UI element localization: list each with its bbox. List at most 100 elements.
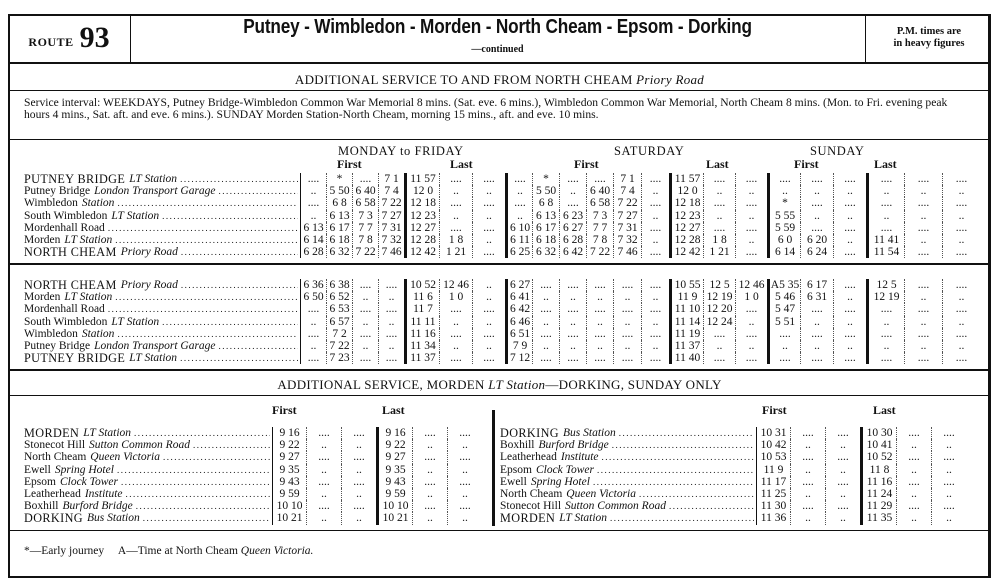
- time-cell: 10 52: [404, 279, 439, 292]
- time-cell: ....: [735, 327, 767, 340]
- dot-leader: [669, 500, 754, 512]
- time-cell: ....: [833, 352, 866, 365]
- stop-name-detail: Station: [81, 197, 115, 210]
- time-cell: ....: [613, 327, 641, 340]
- dot-leader: [610, 512, 754, 524]
- time-cell: ..: [300, 339, 326, 353]
- time-cell: 11 7: [404, 303, 439, 316]
- stop-name: PUTNEY BRIDGE LT Station: [24, 352, 300, 364]
- time-cell: ....: [866, 352, 904, 365]
- time-cell: ..: [735, 233, 767, 247]
- stop-name: Boxhill Burford Bridge: [500, 439, 756, 451]
- time-cell: ....: [825, 475, 860, 488]
- time-cell: ..: [866, 209, 904, 222]
- time-cell: 7 22: [352, 246, 378, 259]
- time-cell: 7 8: [352, 233, 378, 247]
- time-cell: ....: [439, 221, 472, 234]
- dot-leader: [115, 234, 298, 246]
- time-cell: ....: [703, 197, 735, 210]
- time-cell: ....: [833, 197, 866, 210]
- time-cell: ..: [896, 487, 931, 501]
- time-cell: ..: [896, 512, 931, 525]
- time-cell: ....: [447, 427, 482, 440]
- stop-name-main: MORDEN: [500, 512, 556, 525]
- stop-name-main: South Wimbledon: [24, 209, 108, 222]
- time-cell: 1 21: [439, 246, 472, 259]
- time-cell: ....: [735, 352, 767, 365]
- time-cell: 6 58: [352, 197, 378, 210]
- stop-name: Putney Bridge London Transport Garage: [24, 185, 300, 197]
- time-cell: ....: [559, 279, 586, 292]
- stop-name-detail: LT Station: [129, 173, 178, 185]
- stop-name-detail: London Transport Garage: [94, 339, 216, 352]
- stop-name-detail: LT Station: [559, 512, 608, 525]
- time-cell: ....: [800, 197, 833, 210]
- time-cell: 7 22: [586, 246, 613, 259]
- timetable-frame: [8, 14, 991, 578]
- time-cell: ..: [586, 291, 613, 304]
- time-cell: *: [532, 173, 559, 186]
- time-cell: ..: [586, 315, 613, 328]
- time-cell: ....: [412, 475, 447, 488]
- stop-name-detail: LT Station: [111, 209, 160, 222]
- time-cell: ....: [306, 475, 341, 488]
- time-cell: 1 8: [439, 233, 472, 247]
- route-label: ROUTE: [28, 34, 74, 49]
- stop-name-detail: Priory Road: [120, 279, 178, 291]
- dot-leader: [181, 246, 298, 258]
- time-cell: 9 35: [376, 463, 412, 476]
- stop-name-detail: Queen Victoria: [90, 451, 161, 464]
- time-cell: ....: [800, 352, 833, 365]
- time-cell: ..: [703, 185, 735, 198]
- dot-leader: [126, 488, 270, 500]
- stop-name: North Cheam Queen Victoria: [500, 488, 756, 500]
- time-cell: 11 54: [866, 246, 904, 259]
- time-cell: ....: [439, 327, 472, 340]
- time-cell: ..: [306, 512, 341, 525]
- stop-name-detail: Queen Victoria: [566, 487, 637, 500]
- time-cell: 1 0: [439, 291, 472, 304]
- time-cell: ....: [586, 303, 613, 316]
- time-cell: 6 57: [326, 315, 352, 328]
- time-cell: ....: [352, 279, 378, 292]
- time-cell: ....: [942, 246, 980, 259]
- time-cell: ..: [896, 439, 931, 452]
- footnote-early-journey: *—Early journey: [24, 545, 105, 557]
- time-cell: ....: [412, 451, 447, 464]
- time-cell: ....: [378, 303, 404, 316]
- time-cell: ..: [439, 339, 472, 353]
- time-cell: ....: [942, 197, 980, 210]
- time-cell: ....: [931, 427, 966, 440]
- continued-note: —continued: [471, 44, 524, 55]
- time-cell: ....: [532, 352, 559, 365]
- time-cell: ....: [904, 327, 942, 340]
- stop-name: DORKING Bus Station: [24, 512, 272, 524]
- time-cell: ....: [559, 173, 586, 186]
- time-cell: ..: [790, 439, 825, 452]
- time-cell: 6 42: [559, 246, 586, 259]
- stop-name: MORDEN LT Station: [500, 512, 756, 524]
- time-cell: A5 35: [767, 279, 800, 292]
- time-cell: ....: [472, 246, 505, 259]
- time-cell: 6 11: [505, 233, 532, 247]
- stop-name-main: NORTH CHEAM: [24, 246, 117, 259]
- time-cell: 5 46: [767, 291, 800, 304]
- time-cell: ....: [613, 352, 641, 365]
- stop-name-main: Leatherhead: [24, 487, 81, 500]
- time-cell: ..: [613, 291, 641, 304]
- time-cell: ..: [833, 315, 866, 328]
- stop-name: Wimbledon Station: [24, 328, 300, 340]
- time-cell: 9 59: [272, 487, 306, 501]
- time-cell: ....: [896, 475, 931, 488]
- stop-name-main: NORTH CHEAM: [24, 279, 117, 292]
- time-cell: ....: [641, 303, 669, 316]
- time-cell: 7 7: [352, 221, 378, 234]
- divider: [8, 263, 991, 265]
